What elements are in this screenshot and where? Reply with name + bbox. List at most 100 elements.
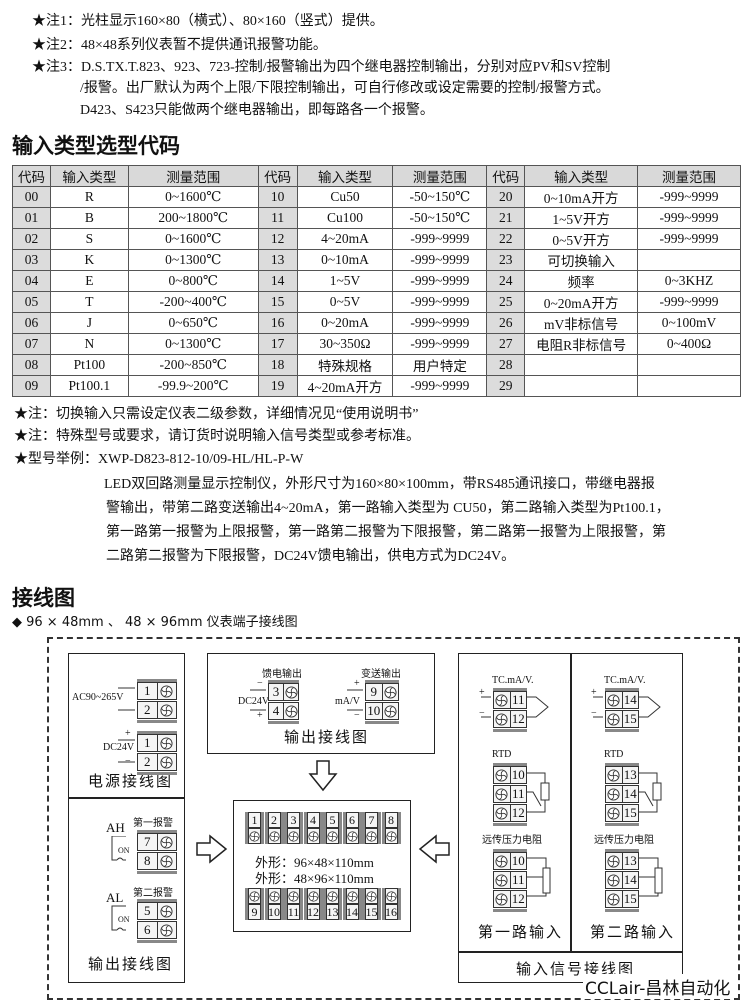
terminal-number: 14 [345, 904, 359, 920]
table-row: 06 J 0~650℃ 16 0~20mA -999~9999 26 mV非标信号 0~100m… [12, 312, 741, 334]
ch2-sign-minus: − [591, 708, 597, 719]
screw-icon [384, 704, 397, 718]
dc-sign-plus: + [125, 728, 131, 739]
screw-icon [495, 854, 508, 868]
screw-icon [495, 787, 508, 801]
range-cell [637, 375, 741, 397]
code-cell: 10 [257, 186, 298, 208]
code-cell: 08 [12, 354, 51, 376]
range-cell: -999~9999 [392, 228, 488, 250]
screw-icon [495, 768, 508, 782]
range-cell: -999~9999 [392, 270, 488, 292]
screw-icon [307, 830, 319, 842]
screw-icon [495, 712, 508, 726]
note-switch-input: ★注：切换输入只需设定仪表二级参数，详细情况见“使用说明书” [14, 407, 419, 422]
screw-icon [327, 830, 338, 842]
range-cell: 0~100mV [637, 312, 741, 334]
terminal: 6 [137, 921, 177, 939]
code-cell: 02 [12, 228, 51, 250]
terminal: 15 [605, 890, 639, 908]
note-1: ★注1：光柱显示160×80（横式）、80×160（竖式）提供。 [32, 14, 384, 29]
input-type-cell: 4~20mA开方 [296, 375, 394, 397]
top-terminal: 3 [284, 812, 303, 844]
table-row: 09 Pt100.1 -99.9~200℃ 19 4~20mA开方 -999~9999 29 [12, 375, 741, 397]
terminal-number: 15 [621, 891, 639, 907]
column-header: 测量范围 [127, 165, 259, 187]
terminal-number: 4 [269, 703, 284, 719]
terminal: 8 [137, 852, 177, 870]
screw-icon [249, 830, 260, 842]
screw-icon [495, 693, 508, 707]
input-type-cell: 1~5V [296, 270, 394, 292]
alarm-wiring-box [68, 797, 185, 983]
wiring-diagram-frame [47, 637, 740, 1000]
alarm2-title: 第二报警 [133, 888, 173, 899]
table-row: 02 S 0~1600℃ 12 4~20mA -999~9999 22 0~5V开方 -999~… [12, 228, 741, 250]
code-cell: 05 [12, 291, 51, 313]
code-cell: 19 [257, 375, 298, 397]
code-cell: 17 [257, 333, 298, 355]
screw-icon [284, 685, 298, 699]
range-cell: 0~1600℃ [127, 186, 259, 208]
terminal-number: 14 [621, 692, 639, 708]
terminal: 2 [137, 701, 177, 719]
screw-icon [385, 830, 397, 842]
bottom-terminal: 9 [245, 888, 264, 920]
terminal: 5 [137, 902, 177, 920]
ch2-res-label: 远传压力电阻 [594, 835, 654, 846]
code-cell: 22 [486, 228, 526, 250]
column-header: 代码 [12, 165, 51, 187]
output-wiring-box [207, 653, 435, 754]
input-type-cell: 0~20mA开方 [524, 291, 639, 313]
feed-sign-minus: − [257, 678, 263, 689]
terminal-number: 6 [138, 922, 158, 938]
screw-icon [160, 854, 173, 868]
alarm2-switch-label: ON [118, 915, 130, 924]
input-type-cell: J [49, 312, 129, 334]
range-cell: -50~150℃ [392, 207, 488, 229]
screw-icon [607, 873, 620, 887]
ac-voltage-label: AC90~265V [72, 692, 124, 703]
code-cell: 16 [257, 312, 298, 334]
arrow-down-icon [308, 760, 338, 792]
input-type-code-table: 代码 输入类型 测量范围 代码 输入类型 测量范围 代码 输入类型 测量范围 00 R 0~1600… [12, 165, 741, 397]
terminal: 2 [137, 753, 177, 771]
terminal-number: 13 [621, 767, 639, 783]
output-wiring-title: 输出接线图 [284, 730, 370, 746]
ch1-rtd-label: RTD [492, 749, 512, 760]
bottom-terminal: 16 [381, 888, 401, 920]
dimension-2: 外形：48×96×110mm [255, 871, 374, 886]
feed-sign-plus: + [257, 710, 263, 721]
code-cell: 24 [486, 270, 526, 292]
ch1-res-label: 远传压力电阻 [482, 835, 542, 846]
input-type-cell: N [49, 333, 129, 355]
column-header: 代码 [257, 165, 298, 187]
top-terminal: 4 [303, 812, 323, 844]
trans-output-title: 变送输出 [361, 669, 401, 680]
input-type-cell: Cu100 [296, 207, 394, 229]
wiring-subtitle: ◆ 96 × 48mm 、 48 × 96mm 仪表端子接线图 [12, 615, 298, 630]
input-divider [570, 653, 572, 952]
screw-icon [495, 892, 508, 906]
top-terminal: 2 [264, 812, 284, 844]
screw-icon [288, 830, 299, 842]
input-type-cell [524, 375, 639, 397]
input-type-cell: 特殊规格 [296, 354, 394, 376]
example-line-1: LED双回路测量显示控制仪，外形尺寸为160×80×100mm，带RS485通讯… [104, 477, 655, 492]
terminal: 11 [493, 785, 527, 803]
screw-icon [327, 890, 338, 902]
terminal-number: 2 [138, 702, 158, 718]
terminal: 13 [605, 766, 639, 784]
watermark-logo: CCLair-昌林自动化 [583, 974, 733, 999]
terminal-number: 5 [326, 812, 339, 828]
screw-icon [607, 892, 620, 906]
screw-icon [160, 904, 173, 918]
code-cell: 13 [257, 249, 298, 271]
code-cell: 23 [486, 249, 526, 271]
input-type-cell: 0~10mA [296, 249, 394, 271]
code-cell: 06 [12, 312, 51, 334]
terminal: 1 [137, 682, 177, 700]
code-cell: 14 [257, 270, 298, 292]
